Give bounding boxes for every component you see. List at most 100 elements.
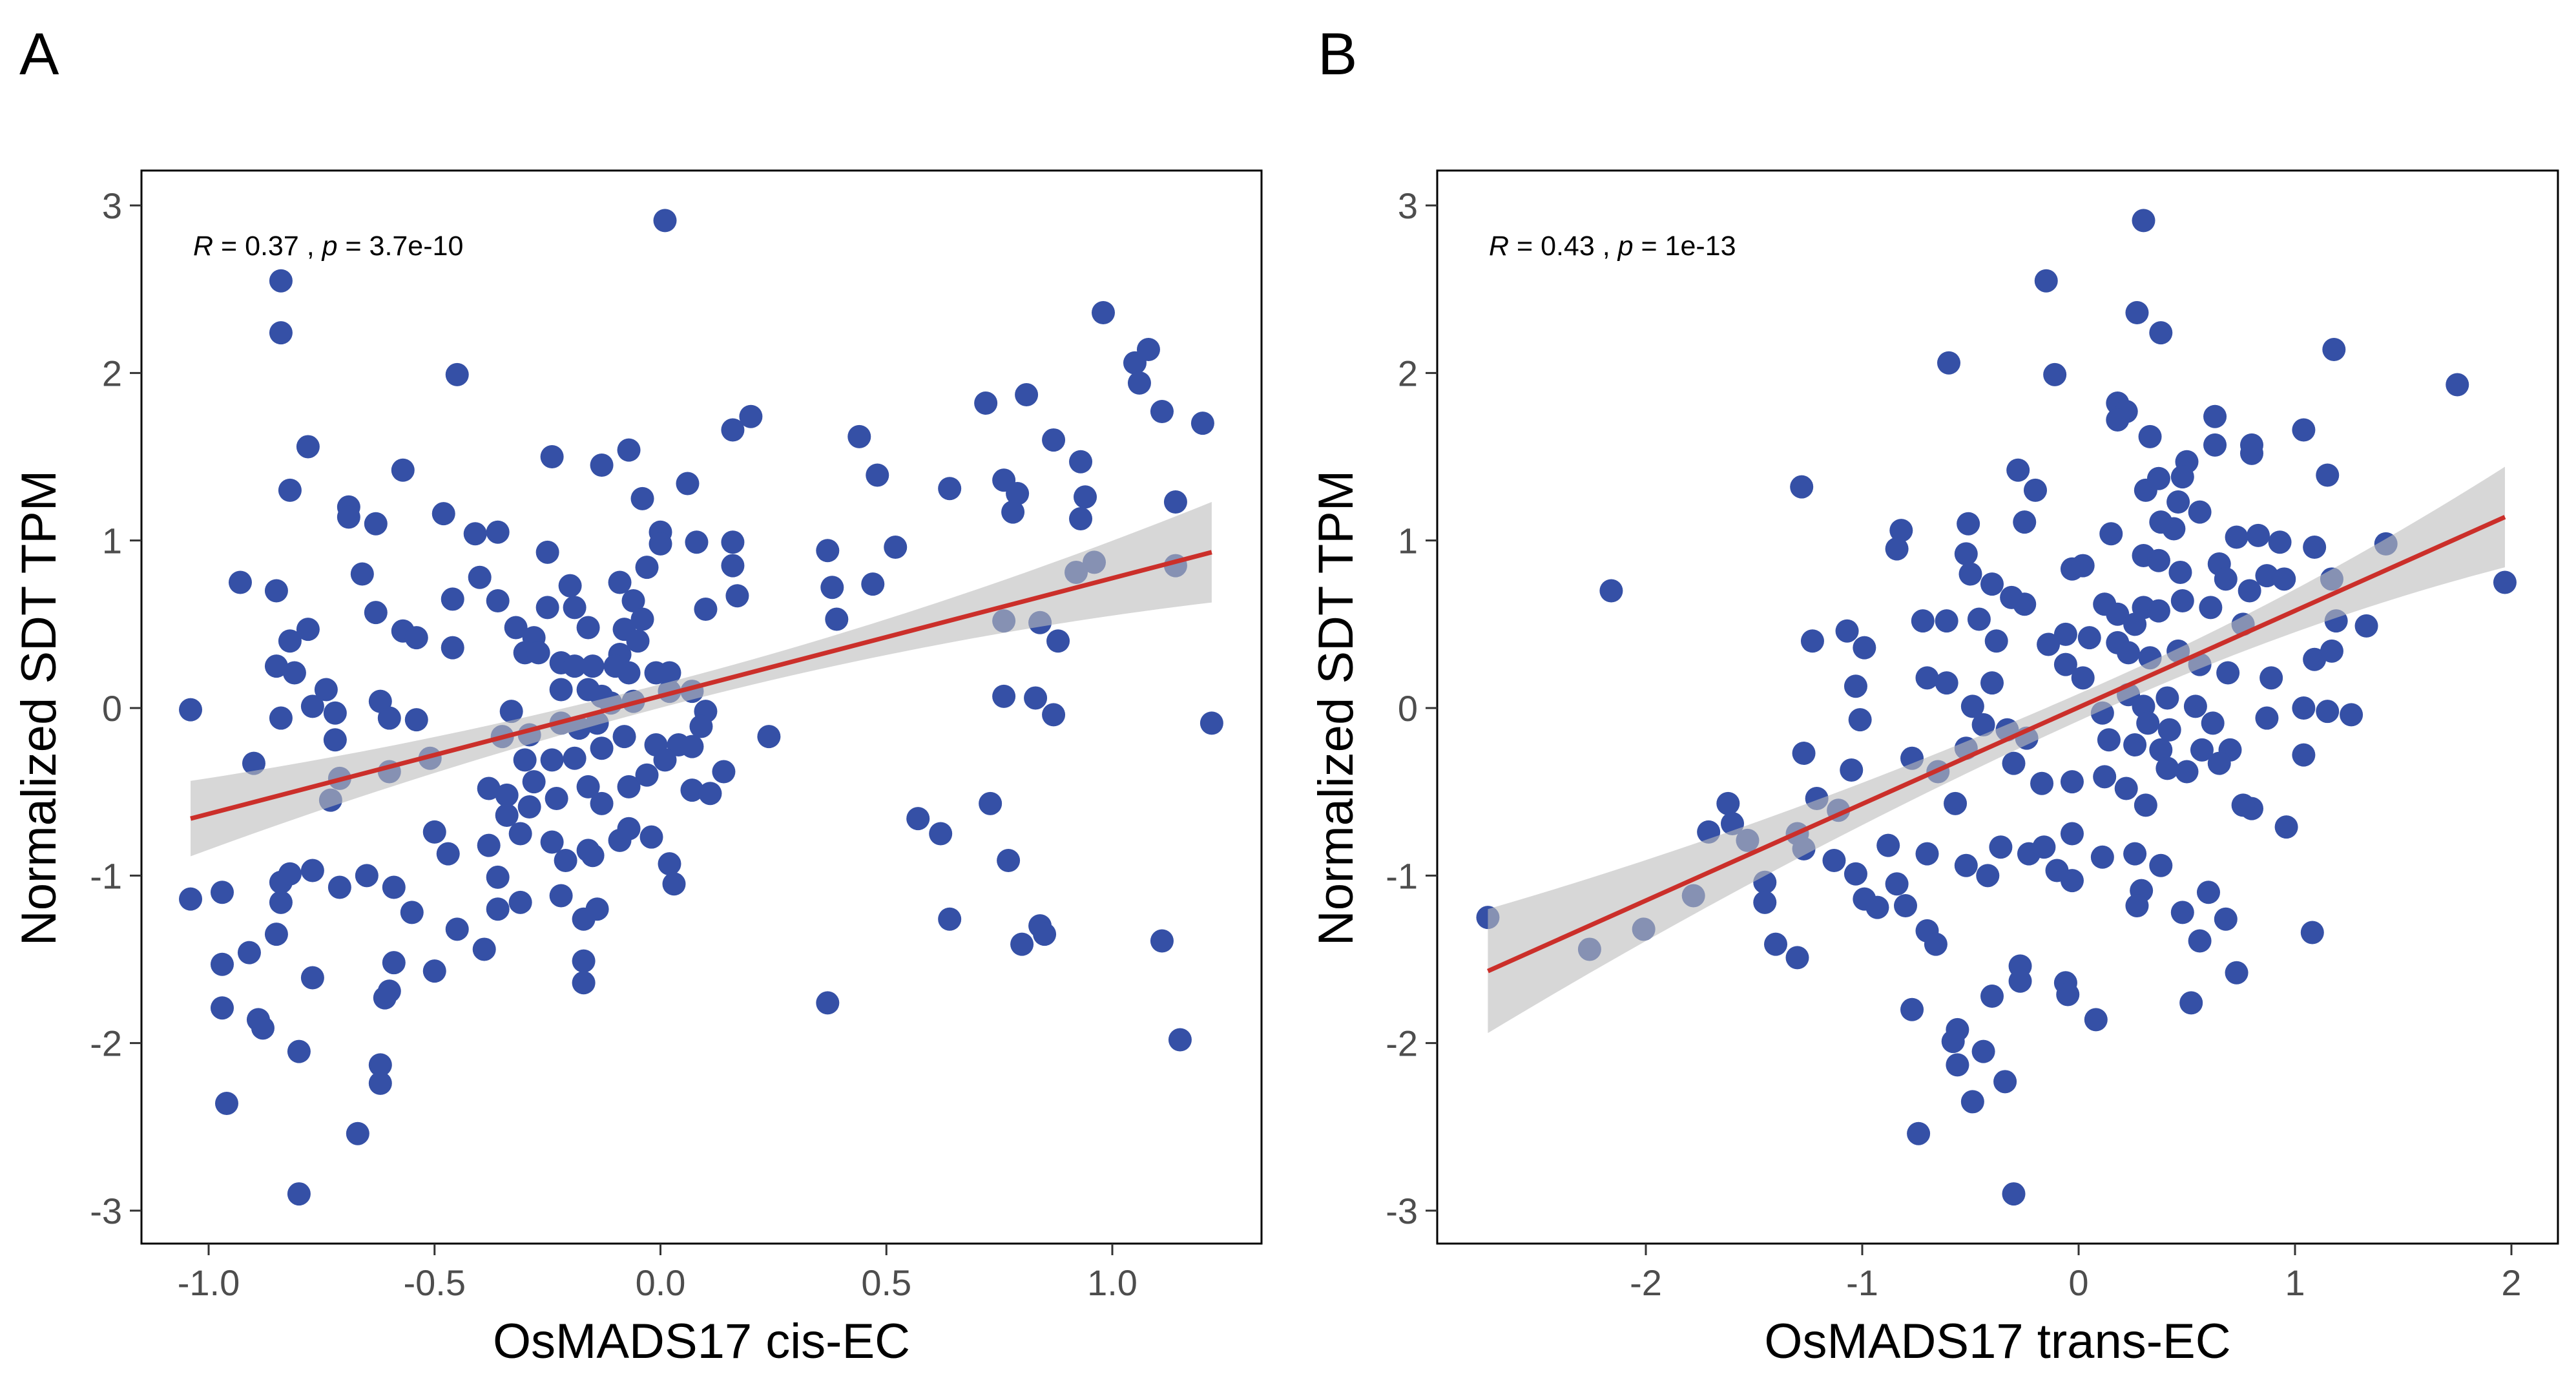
data-point (2146, 466, 2170, 490)
panel-label: B (1318, 21, 1357, 87)
data-point (1960, 694, 1984, 718)
data-point (300, 859, 324, 882)
data-point (2149, 321, 2173, 345)
data-point (1835, 619, 1859, 643)
data-point (2053, 652, 2077, 676)
data-point (1900, 997, 1924, 1021)
data-point (1915, 666, 1939, 690)
data-point (269, 321, 293, 345)
data-point (2274, 815, 2298, 839)
data-point (364, 512, 388, 536)
data-point (214, 1092, 238, 1116)
data-point (635, 763, 659, 787)
data-point (1074, 485, 1097, 509)
data-point (739, 404, 763, 428)
data-point (581, 654, 605, 678)
data-point (2179, 991, 2203, 1015)
data-point (2024, 478, 2047, 502)
x-tick-label: 1.0 (1087, 1262, 1137, 1303)
data-point (2170, 589, 2194, 613)
data-point (1092, 300, 1116, 324)
data-point (355, 864, 379, 888)
data-point (1069, 506, 1093, 530)
data-point (278, 629, 302, 653)
data-point (513, 748, 537, 772)
data-point (2320, 639, 2343, 663)
data-point (422, 820, 446, 844)
data-point (576, 616, 600, 640)
data-point (608, 570, 632, 594)
data-point (2175, 760, 2199, 784)
data-point (2060, 770, 2084, 794)
data-point (517, 795, 541, 819)
data-point (477, 833, 501, 857)
y-tick-label: 0 (102, 688, 122, 729)
data-point (572, 971, 596, 995)
data-point (477, 777, 501, 800)
panel-label: A (19, 21, 59, 87)
r-symbol: R (1489, 231, 1509, 262)
data-point (441, 587, 464, 611)
data-point (400, 901, 424, 924)
x-tick-label: 0.0 (636, 1262, 686, 1303)
r-value: = 0.37 , (213, 231, 322, 262)
data-point (2149, 510, 2173, 534)
data-point (486, 589, 510, 613)
data-point (2259, 666, 2283, 690)
data-point (1716, 791, 1740, 815)
data-point (2354, 614, 2378, 638)
data-point (1993, 1070, 2017, 1094)
data-point (554, 848, 577, 872)
data-point (825, 607, 849, 631)
data-point (698, 782, 722, 806)
data-point (2084, 1008, 2108, 1032)
data-point (2197, 881, 2220, 904)
data-point (1200, 711, 1223, 735)
data-point (1915, 842, 1939, 866)
data-point (499, 700, 523, 724)
data-point (2225, 525, 2249, 549)
data-point (2008, 969, 2032, 993)
data-point (2316, 463, 2340, 487)
data-point (1790, 475, 1814, 499)
data-point (558, 574, 582, 598)
data-point (463, 522, 487, 546)
data-point (630, 607, 654, 631)
data-point (210, 952, 234, 976)
data-point (382, 951, 406, 975)
data-point (721, 530, 745, 554)
data-point (2099, 522, 2123, 546)
data-point (820, 576, 844, 600)
data-point (445, 362, 469, 386)
r-symbol: R (193, 231, 213, 262)
data-point (563, 746, 587, 770)
y-tick-label: -1 (1386, 855, 1418, 896)
data-point (612, 725, 636, 749)
data-point (540, 748, 564, 772)
data-point (1848, 708, 1872, 732)
data-point (486, 865, 510, 889)
data-point (337, 505, 360, 529)
data-point (2123, 733, 2147, 757)
data-point (2013, 510, 2037, 534)
data-point (2134, 793, 2157, 817)
data-point (1785, 946, 1809, 970)
data-point (282, 661, 306, 685)
data-point (2166, 490, 2190, 514)
data-point (2060, 822, 2084, 846)
data-point (689, 714, 713, 738)
data-point (269, 269, 293, 293)
data-point (2097, 728, 2121, 752)
data-point (2203, 404, 2227, 428)
data-point (300, 966, 324, 990)
data-point (563, 596, 587, 620)
data-point (1946, 1053, 1969, 1077)
data-point (685, 530, 709, 554)
data-point (1033, 923, 1057, 946)
data-point (2117, 641, 2141, 665)
data-point (1894, 894, 1917, 918)
data-point (228, 570, 252, 594)
data-point (540, 830, 564, 854)
y-tick-label: 3 (102, 185, 122, 226)
x-axis-title: OsMADS17 cis-EC (493, 1314, 910, 1369)
